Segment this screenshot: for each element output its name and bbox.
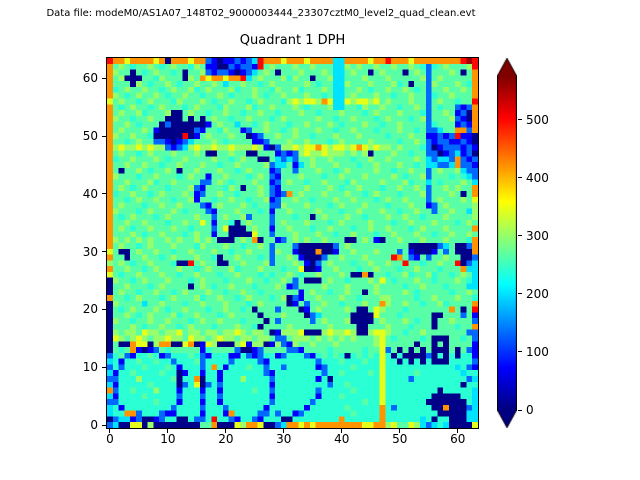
colorbar-tick	[518, 409, 522, 411]
x-axis-tick-label: 20	[218, 432, 234, 446]
y-axis-tick	[102, 366, 106, 368]
colorbar-tick-label: 400	[526, 170, 549, 185]
colorbar-tick	[518, 177, 522, 179]
y-axis-tick-label: 40	[82, 186, 98, 201]
y-axis-tick	[102, 424, 106, 426]
y-axis-tick	[102, 251, 106, 253]
x-axis-tick	[109, 429, 111, 433]
x-axis-tick	[283, 429, 285, 433]
x-axis-tick	[399, 429, 401, 433]
y-axis-tick	[102, 77, 106, 79]
colorbar	[497, 58, 517, 428]
x-axis-tick-label: 0	[106, 432, 114, 446]
y-axis-tick	[102, 135, 106, 137]
x-axis-tick	[457, 429, 459, 433]
x-axis-tick-label: 50	[392, 432, 408, 446]
colorbar-tick-label: 100	[526, 344, 549, 359]
y-axis-tick-label: 50	[82, 129, 98, 144]
y-axis-tick	[102, 193, 106, 195]
x-axis-tick-label: 30	[276, 432, 292, 446]
colorbar-tick	[518, 351, 522, 353]
y-axis-tick-label: 0	[90, 418, 98, 433]
data-file-label: Data file: modeM0/AS1A07_148T02_90000034…	[46, 8, 476, 19]
y-axis-tick-label: 10	[82, 360, 98, 375]
colorbar-tick	[518, 235, 522, 237]
y-axis-tick-label: 60	[82, 71, 98, 86]
plot-area	[106, 57, 479, 429]
colorbar-tick-label: 300	[526, 228, 549, 243]
colorbar-tick-label: 200	[526, 286, 549, 301]
colorbar-tick	[518, 293, 522, 295]
heatmap-canvas	[107, 58, 478, 428]
colorbar-tick	[518, 119, 522, 121]
y-axis-tick-label: 30	[82, 244, 98, 259]
y-axis-tick	[102, 308, 106, 310]
chart-title: Quadrant 1 DPH	[239, 33, 346, 48]
x-axis-tick-label: 10	[160, 432, 176, 446]
x-axis-tick	[167, 429, 169, 433]
x-axis-tick-label: 60	[450, 432, 466, 446]
y-axis-tick-label: 20	[82, 302, 98, 317]
x-axis-tick	[225, 429, 227, 433]
x-axis-tick	[341, 429, 343, 433]
x-axis-tick-label: 40	[334, 432, 350, 446]
colorbar-tick-label: 500	[526, 112, 549, 127]
colorbar-tick-label: 0	[526, 403, 534, 417]
